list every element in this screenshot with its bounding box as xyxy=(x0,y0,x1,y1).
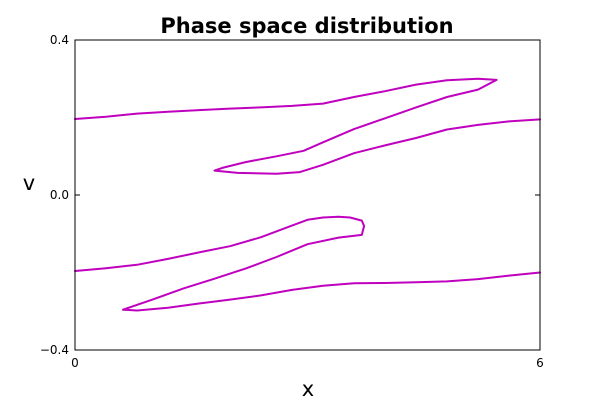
y-axis-label: v xyxy=(23,171,35,195)
plot-area xyxy=(74,77,541,312)
axis-ticks: 0 6 0.4 0.0 −0.4 xyxy=(40,33,544,370)
phase-curve-2 xyxy=(74,215,541,312)
chart-title: Phase space distribution xyxy=(160,14,453,38)
y-tick-label: 0.0 xyxy=(50,188,69,202)
x-tick-label: 0 xyxy=(71,356,79,370)
plot-frame xyxy=(74,39,541,351)
x-axis-label: x xyxy=(302,377,314,400)
y-tick-label: −0.4 xyxy=(40,343,69,357)
y-tick-label: 0.4 xyxy=(50,33,69,47)
phase-curve-1 xyxy=(74,77,541,175)
x-tick-label: 6 xyxy=(536,356,544,370)
